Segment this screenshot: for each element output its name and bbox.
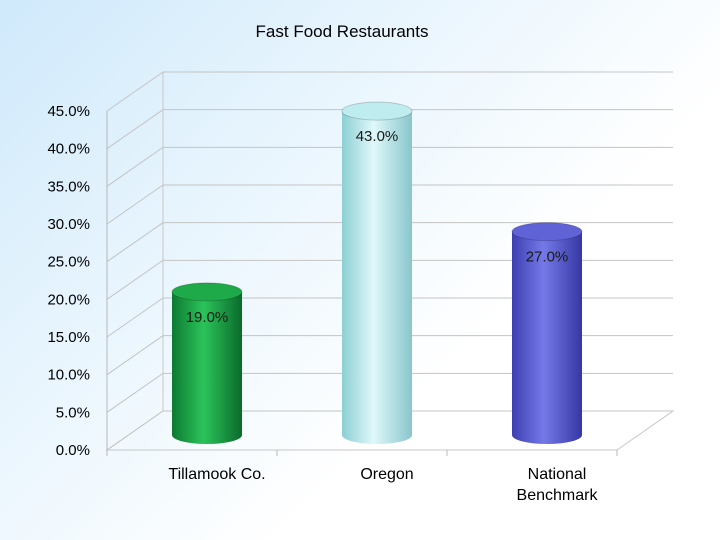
y-tick-label: 45.0% <box>47 103 90 120</box>
y-tick-label: 10.0% <box>47 367 90 384</box>
gridline <box>106 71 673 112</box>
gridline <box>106 146 673 187</box>
gridline <box>106 184 673 225</box>
gridline <box>106 259 673 300</box>
gridline <box>106 372 673 413</box>
bar-body <box>512 231 582 444</box>
bar-top <box>171 282 243 302</box>
data-label: 43.0% <box>356 128 399 145</box>
x-category-label: National <box>528 466 587 483</box>
bar-top <box>341 101 413 121</box>
y-tick-label: 20.0% <box>47 291 90 308</box>
data-label: 19.0% <box>186 309 229 326</box>
gridline <box>106 335 673 376</box>
bar-body <box>172 291 242 444</box>
x-axis: Tillamook Co. Oregon National Benchmark <box>106 450 618 504</box>
gridline <box>106 222 673 263</box>
bar: 43.0% <box>341 101 413 445</box>
bar: 27.0% <box>511 222 583 444</box>
x-category-label: Benchmark <box>517 487 599 504</box>
y-tick-label: 30.0% <box>47 216 90 233</box>
y-axis: 0.0% 5.0% 10.0% 15.0% 20.0% 25.0% 30.0% 35.0% 40… <box>47 103 108 459</box>
data-label: 27.0% <box>526 249 569 266</box>
y-tick-label: 25.0% <box>47 254 90 271</box>
gridline <box>106 297 673 338</box>
x-category-label: Tillamook Co. <box>168 466 265 483</box>
chart-title: Fast Food Restaurants <box>255 22 429 41</box>
gridline <box>106 109 673 150</box>
gridline <box>106 410 673 451</box>
bar-body <box>342 111 412 445</box>
x-category-label: Oregon <box>360 466 413 483</box>
y-tick-label: 15.0% <box>47 329 90 346</box>
y-tick-label: 35.0% <box>47 178 90 195</box>
y-tick-label: 40.0% <box>47 141 90 158</box>
bars: 19.0% 43.0% 27.0% <box>171 101 583 445</box>
gridlines <box>105 71 675 451</box>
bar-top <box>511 222 583 242</box>
bar: 19.0% <box>171 282 243 444</box>
y-tick-label: 0.0% <box>56 442 90 459</box>
y-tick-label: 5.0% <box>56 404 90 421</box>
